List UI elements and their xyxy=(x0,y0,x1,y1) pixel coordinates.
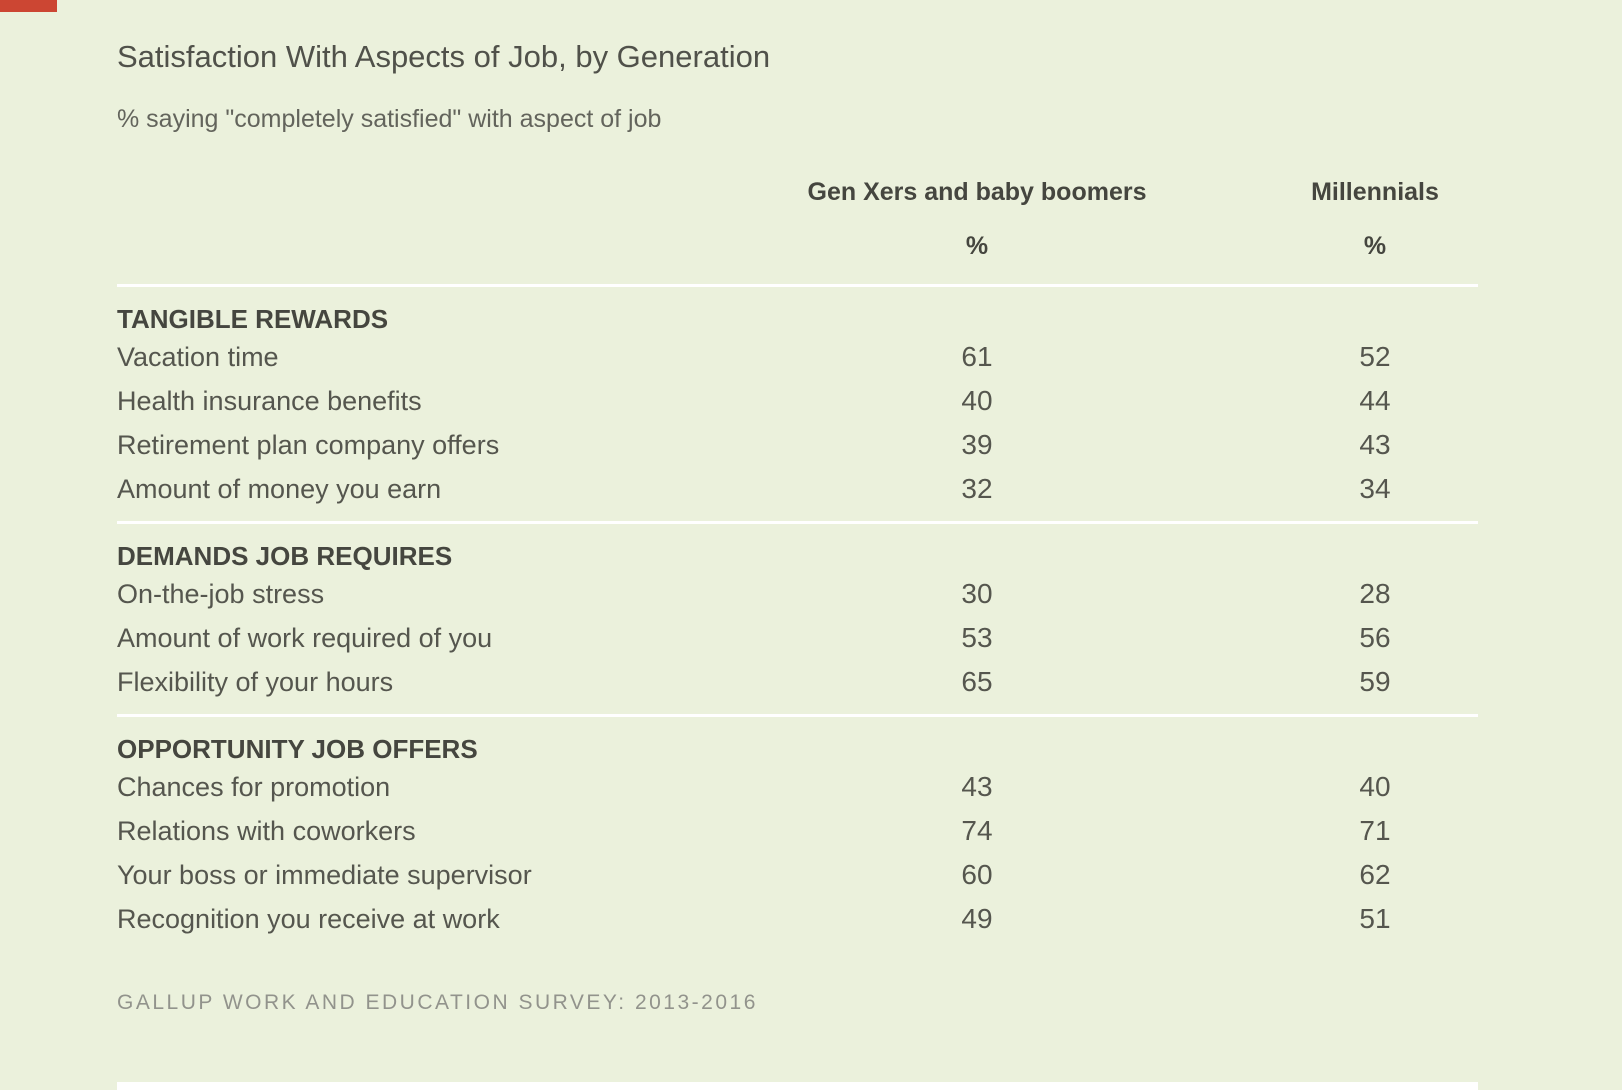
value-genx: 32 xyxy=(961,473,993,504)
value-genx: 60 xyxy=(961,859,993,890)
table-row: Amount of work required of you 53 56 xyxy=(117,616,1478,660)
row-label: Retirement plan company offers xyxy=(117,429,500,460)
unit-row: % % xyxy=(117,229,1478,263)
divider-rule xyxy=(117,714,1478,717)
value-millennials: 71 xyxy=(1359,815,1391,846)
table-row: Retirement plan company offers 39 43 xyxy=(117,423,1478,467)
row-label: Amount of work required of you xyxy=(117,622,493,653)
page-subtitle: % saying "completely satisfied" with asp… xyxy=(117,105,662,133)
value-millennials: 59 xyxy=(1359,666,1391,697)
section-header-opportunity-job-offers: OPPORTUNITY JOB OFFERS xyxy=(117,734,478,764)
row-label: Amount of money you earn xyxy=(117,473,442,504)
section-header-tangible-rewards: TANGIBLE REWARDS xyxy=(117,304,389,334)
table-row: On-the-job stress 30 28 xyxy=(117,572,1478,616)
table-row: Your boss or immediate supervisor 60 62 xyxy=(117,853,1478,897)
table-row: Recognition you receive at work 49 51 xyxy=(117,897,1478,941)
bottom-white-strip xyxy=(117,1082,1478,1090)
table-row: Relations with coworkers 74 71 xyxy=(117,809,1478,853)
row-label: Chances for promotion xyxy=(117,771,391,802)
value-genx: 43 xyxy=(961,771,993,802)
value-millennials: 28 xyxy=(1359,578,1391,609)
value-millennials: 44 xyxy=(1359,385,1391,416)
value-millennials: 51 xyxy=(1359,903,1391,934)
value-millennials: 62 xyxy=(1359,859,1391,890)
row-label: Recognition you receive at work xyxy=(117,903,500,934)
table-row: Amount of money you earn 32 34 xyxy=(117,467,1478,511)
row-label: Health insurance benefits xyxy=(117,385,422,416)
value-millennials: 40 xyxy=(1359,771,1391,802)
row-label: Your boss or immediate supervisor xyxy=(117,859,532,890)
row-label: Flexibility of your hours xyxy=(117,666,394,697)
table-row: Flexibility of your hours 65 59 xyxy=(117,660,1478,704)
row-label: On-the-job stress xyxy=(117,578,325,609)
row-label: Relations with coworkers xyxy=(117,815,416,846)
top-left-red-fragment xyxy=(0,0,57,12)
column-header-millennials: Millennials xyxy=(1311,178,1439,206)
table-row: Vacation time 61 52 xyxy=(117,335,1478,379)
value-genx: 30 xyxy=(961,578,993,609)
value-genx: 49 xyxy=(961,903,993,934)
value-genx: 39 xyxy=(961,429,993,460)
source-line: GALLUP WORK AND EDUCATION SURVEY: 2013-2… xyxy=(117,991,758,1014)
column-header-row: Gen Xers and baby boomers Millennials xyxy=(117,175,1478,209)
value-genx: 40 xyxy=(961,385,993,416)
value-millennials: 56 xyxy=(1359,622,1391,653)
column-header-genx-boomers: Gen Xers and baby boomers xyxy=(807,178,1147,206)
table-row: Health insurance benefits 40 44 xyxy=(117,379,1478,423)
divider-rule xyxy=(117,521,1478,524)
section-header-demands-job-requires: DEMANDS JOB REQUIRES xyxy=(117,541,453,571)
unit-label-col1: % xyxy=(965,232,989,260)
row-label: Vacation time xyxy=(117,341,279,372)
unit-label-col2: % xyxy=(1363,232,1387,260)
value-millennials: 34 xyxy=(1359,473,1391,504)
value-genx: 74 xyxy=(961,815,993,846)
table-row: Chances for promotion 43 40 xyxy=(117,765,1478,809)
value-genx: 61 xyxy=(961,341,993,372)
page-title: Satisfaction With Aspects of Job, by Gen… xyxy=(117,39,771,74)
value-genx: 53 xyxy=(961,622,993,653)
table-content: Satisfaction With Aspects of Job, by Gen… xyxy=(117,0,1478,1016)
value-millennials: 52 xyxy=(1359,341,1391,372)
value-genx: 65 xyxy=(961,666,993,697)
value-millennials: 43 xyxy=(1359,429,1391,460)
divider-rule xyxy=(117,284,1478,287)
